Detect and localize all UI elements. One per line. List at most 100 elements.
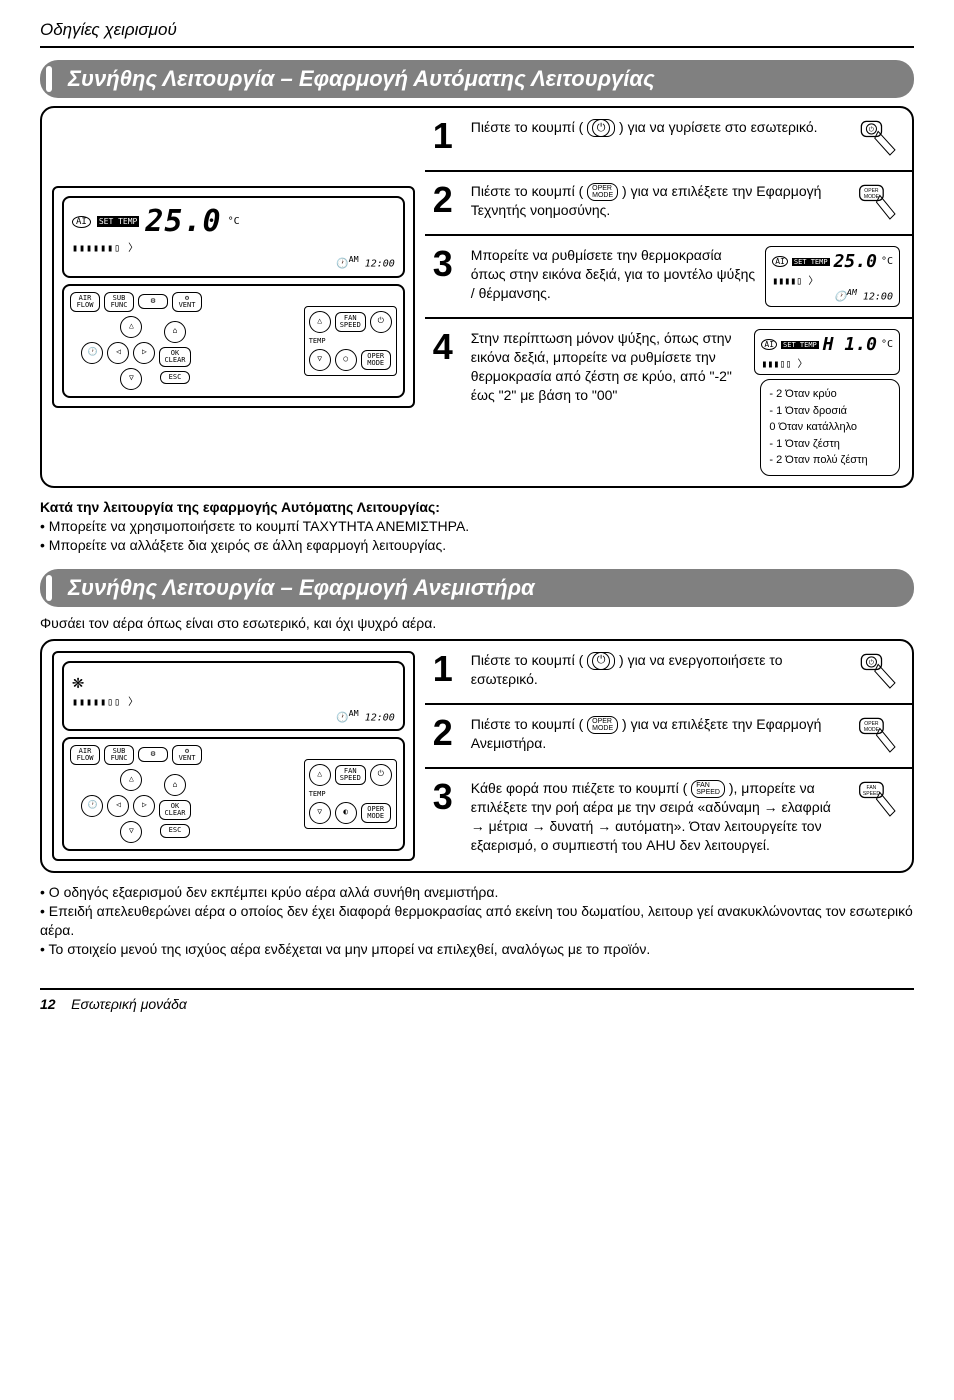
btn2-subfunc[interactable]: SUBFUNC — [104, 745, 134, 765]
btn2-esc[interactable]: ESC — [160, 824, 190, 838]
s2-btn-top: OPER — [592, 185, 613, 192]
remote-control-1: AI SET TEMP 25.0 °C ▮▮▮▮▮▮▯ 〉 🕐AM 12:00 … — [52, 186, 415, 407]
section1-remote-col: AI SET TEMP 25.0 °C ▮▮▮▮▮▮▯ 〉 🕐AM 12:00 … — [42, 108, 425, 486]
btn2-home[interactable]: ⌂ — [164, 774, 186, 796]
step4-label: SET TEMP — [781, 341, 819, 349]
section2-step2: 2 Πιέστε το κουμπί ( OPERMODE ) για να ε… — [425, 703, 912, 767]
btn-ok[interactable]: OKCLEAR — [159, 347, 190, 367]
section1-steps: 1 Πιέστε το κουμπί ( ⏻ ) για να γυρίσετε… — [425, 108, 912, 486]
btn2-vent[interactable]: ⚙VENT — [172, 745, 202, 765]
section2-step3: 3 Κάθε φορά που πιέζετε το κουμπί ( FANS… — [425, 767, 912, 865]
btn2-fanspeed[interactable]: FANSPEED — [335, 765, 366, 785]
callout-l4: - 1 Όταν ζέστη — [769, 436, 891, 453]
s1-power-btn: ⏻ — [587, 119, 615, 137]
s2-text-a: Πιέστε το κουμπί ( — [471, 183, 583, 199]
btn-down[interactable]: ▽ — [120, 368, 142, 390]
btn2-left[interactable]: ◁ — [107, 795, 129, 817]
btn-right[interactable]: ▷ — [133, 342, 155, 364]
svg-text:MODE: MODE — [864, 726, 880, 732]
step4-mode-icon: AI — [761, 339, 777, 350]
btn2-clock[interactable]: 🕐 — [81, 795, 103, 817]
btn-left[interactable]: ◁ — [107, 342, 129, 364]
btn-opermode[interactable]: OPERMODE — [361, 350, 391, 370]
btn-airflow[interactable]: AIRFLOW — [70, 292, 100, 312]
step3-display: AI SET TEMP 25.0 °C ▮▮▮▮▯ 〉 🕐AM 12:00 — [765, 246, 900, 307]
btn-home[interactable]: ⌂ — [164, 321, 186, 343]
s2s3-a: Κάθε φορά που πιέζετε το κουμπί ( — [471, 780, 688, 796]
section1-title: Συνήθης Λειτουργία – Εφαρμογή Αυτόματης … — [58, 66, 655, 91]
notes-title: Κατά την λειτουργία της εφαρμογής Αυτόμα… — [40, 498, 914, 517]
fn-b1: • Ο οδηγός εξαερισμού δεν εκπέμπει κρύο … — [40, 883, 914, 902]
page-number: 12 — [40, 996, 56, 1012]
btn2-circle[interactable]: ◐ — [335, 802, 357, 824]
step4-callout: - 2 Όταν κρύο - 1 Όταν δροσιά 0 Όταν κατ… — [760, 379, 900, 476]
set-temp-label: SET TEMP — [97, 216, 140, 227]
step1-num: 1 — [433, 118, 461, 154]
s1-text-b: ) για να γυρίσετε στο εσωτερικό. — [619, 119, 818, 135]
remote2-bars: ▮▮▮▮▮▯▯ 〉 — [72, 693, 395, 708]
btn-circle[interactable]: ○ — [335, 349, 357, 371]
hand-pointer-icon: OPER MODE — [858, 182, 900, 224]
s2step1-text: Πιέστε το κουμπί ( ⏻ ) για να ενεργοποιή… — [471, 651, 848, 689]
btn2-power[interactable]: ⏻ — [370, 764, 392, 786]
section2-footer-notes: • Ο οδηγός εξαερισμού δεν εκπέμπει κρύο … — [40, 883, 914, 959]
notes-b2: • Μπορείτε να αλλάξετε δια χειρός σε άλλ… — [40, 536, 914, 555]
section2-title: Συνήθης Λειτουργία – Εφαρμογή Ανεμιστήρα — [58, 575, 535, 600]
remote-bars: ▮▮▮▮▮▮▯ 〉 — [72, 239, 395, 254]
btn-settings[interactable]: ⚙ — [138, 294, 168, 309]
s2s1-btn: ⏻ — [587, 652, 615, 670]
section1-step4: 4 Στην περίπτωση μόνον ψύξης, όπως στην … — [425, 317, 912, 486]
btn-tri-down[interactable]: ▽ — [309, 349, 331, 371]
step3-num: 3 — [433, 246, 461, 282]
s2s3-bot: SPEED — [696, 789, 720, 796]
btn-up[interactable]: △ — [120, 316, 142, 338]
btn2-airflow[interactable]: AIRFLOW — [70, 745, 100, 765]
btn2-ok[interactable]: OKCLEAR — [159, 800, 190, 820]
power-icon: ⏻ — [592, 119, 610, 137]
remote2-time: 🕐AM 12:00 — [72, 708, 395, 723]
s2step3-text: Κάθε φορά που πιέζετε το κουμπί ( FANSPE… — [471, 779, 848, 855]
hand-pointer-icon: ⏻ — [858, 118, 900, 160]
btn-clock[interactable]: 🕐 — [81, 342, 103, 364]
s2-oper-btn: OPERMODE — [587, 183, 618, 201]
section2-steps: 1 Πιέστε το κουμπί ( ⏻ ) για να ενεργοπο… — [425, 641, 912, 871]
temp-label: TEMP — [309, 337, 392, 345]
btn2-opermode[interactable]: OPERMODE — [361, 803, 391, 823]
callout-l1: - 2 Όταν κρύο — [769, 386, 891, 403]
remote-screen-2: ❋ ▮▮▮▮▮▯▯ 〉 🕐AM 12:00 — [62, 661, 405, 731]
step4-text: Στην περίπτωση μόνον ψύξης, όπως στην ει… — [471, 329, 747, 405]
step3-temp: 25.0 — [834, 251, 877, 272]
btn2-tri-up[interactable]: △ — [309, 764, 331, 786]
btn2-up[interactable]: △ — [120, 769, 142, 791]
btn-esc[interactable]: ESC — [160, 371, 190, 385]
svg-text:⏻: ⏻ — [869, 658, 875, 666]
btn2-right[interactable]: ▷ — [133, 795, 155, 817]
s2step2-num: 2 — [433, 715, 461, 751]
s2s2-btn: OPERMODE — [587, 716, 618, 734]
step3-bars: ▮▮▮▮▯ 〉 — [772, 272, 893, 287]
s2step3-num: 3 — [433, 779, 461, 815]
step2-num: 2 — [433, 182, 461, 218]
remote-temp-value: 25.0 — [145, 204, 221, 239]
btn2-down[interactable]: ▽ — [120, 821, 142, 843]
remote-right-panel: △ FANSPEED ⏻ TEMP ▽ ○ OPERMODE — [304, 306, 397, 376]
btn2-tri-down[interactable]: ▽ — [309, 802, 331, 824]
page-footer-text: Εσωτερική μονάδα — [71, 996, 187, 1012]
section2-intro: Φυσάει τον αέρα όπως είναι στο εσωτερικό… — [40, 615, 914, 631]
s2-btn-bot: MODE — [592, 192, 613, 199]
step4-bars: ▮▮▮▯▯ 〉 — [761, 355, 893, 370]
s2s1-a: Πιέστε το κουμπί ( — [471, 652, 583, 668]
hand-power-glyph: ⏻ — [869, 125, 875, 133]
btn2-settings[interactable]: ⚙ — [138, 747, 168, 762]
btn-vent[interactable]: ⚙VENT — [172, 292, 202, 312]
btn-power[interactable]: ⏻ — [370, 311, 392, 333]
btn-subfunc[interactable]: SUBFUNC — [104, 292, 134, 312]
svg-text:MODE: MODE — [864, 194, 880, 200]
s1-text-a: Πιέστε το κουμπί ( — [471, 119, 583, 135]
section1-step2: 2 Πιέστε το κουμπί ( OPERMODE ) για να ε… — [425, 170, 912, 234]
time-prefix: AM — [349, 254, 359, 264]
header-rule — [40, 46, 914, 48]
btn-tri-up[interactable]: △ — [309, 311, 331, 333]
hand-pointer-icon: FAN SPEED — [858, 779, 900, 821]
btn-fanspeed[interactable]: FANSPEED — [335, 312, 366, 332]
